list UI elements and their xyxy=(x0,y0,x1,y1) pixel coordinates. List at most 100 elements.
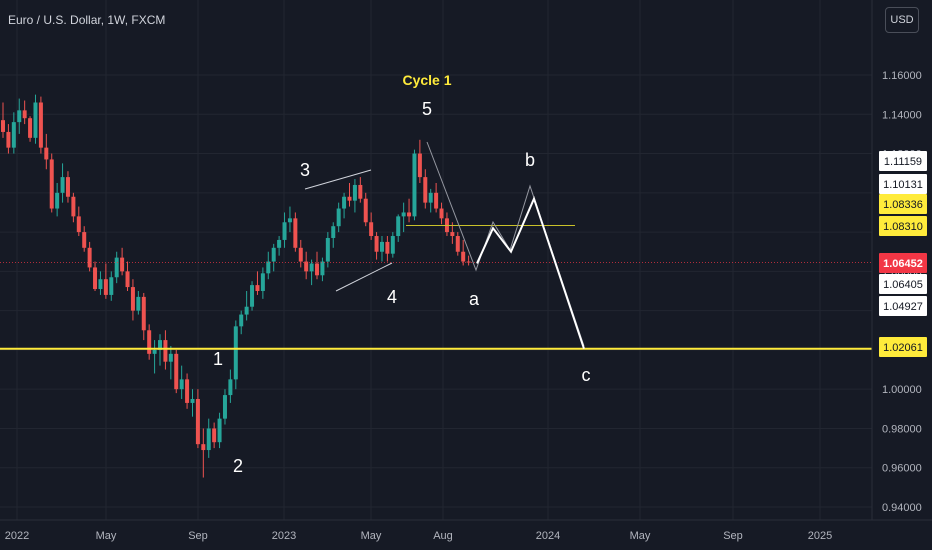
candle[interactable] xyxy=(309,259,314,286)
symbol-title: Euro / U.S. Dollar, 1W, FXCM xyxy=(8,13,165,27)
candle[interactable] xyxy=(428,188,433,213)
candle[interactable] xyxy=(282,212,287,248)
candle[interactable] xyxy=(304,251,309,280)
candle[interactable] xyxy=(136,291,141,315)
candle[interactable] xyxy=(33,94,38,144)
candle[interactable] xyxy=(455,232,460,256)
candle[interactable] xyxy=(369,212,374,240)
candle[interactable] xyxy=(6,124,11,154)
candle[interactable] xyxy=(206,418,211,458)
candle[interactable] xyxy=(65,171,70,203)
candle[interactable] xyxy=(379,236,384,262)
candle[interactable] xyxy=(228,369,233,403)
candle[interactable] xyxy=(82,226,87,252)
candle[interactable] xyxy=(250,281,255,311)
candle[interactable] xyxy=(287,206,292,233)
candle[interactable] xyxy=(222,389,227,425)
candle[interactable] xyxy=(130,279,135,321)
candle[interactable] xyxy=(163,330,168,370)
candle[interactable] xyxy=(1,102,5,138)
candle[interactable] xyxy=(190,389,195,417)
candle[interactable] xyxy=(60,163,65,203)
candle[interactable] xyxy=(271,243,276,272)
candle[interactable] xyxy=(217,412,222,449)
candle[interactable] xyxy=(336,202,341,233)
candle[interactable] xyxy=(158,334,163,366)
candle[interactable] xyxy=(109,271,114,301)
candle[interactable] xyxy=(255,271,260,295)
candle[interactable] xyxy=(22,100,27,125)
candle[interactable] xyxy=(417,139,422,183)
candle[interactable] xyxy=(423,169,428,209)
candle[interactable] xyxy=(396,214,401,242)
candle[interactable] xyxy=(293,212,298,252)
candle[interactable] xyxy=(266,251,271,280)
candle-body xyxy=(260,273,265,291)
annotation-wave-2: 2 xyxy=(233,456,243,476)
candle[interactable] xyxy=(390,232,395,258)
candle[interactable] xyxy=(174,349,179,394)
candle[interactable] xyxy=(407,198,412,223)
candle[interactable] xyxy=(195,389,200,449)
candle[interactable] xyxy=(28,116,33,142)
candle[interactable] xyxy=(147,324,152,360)
horizontal-lines xyxy=(0,224,872,350)
candle[interactable] xyxy=(239,310,244,335)
price-label-text: 1.08310 xyxy=(883,221,923,233)
candle[interactable] xyxy=(87,241,92,272)
candle[interactable] xyxy=(244,291,249,321)
candle[interactable] xyxy=(152,340,157,374)
price-label-text: 1.06452 xyxy=(883,258,923,270)
candle[interactable] xyxy=(233,320,238,390)
candle-body xyxy=(401,212,406,217)
candle[interactable] xyxy=(461,239,466,266)
candle[interactable] xyxy=(55,183,60,217)
candle[interactable] xyxy=(342,192,347,219)
candle[interactable] xyxy=(434,183,439,213)
candle[interactable] xyxy=(125,261,130,291)
candle[interactable] xyxy=(401,202,406,233)
candle[interactable] xyxy=(120,247,125,276)
projection-path[interactable] xyxy=(476,195,585,350)
candle[interactable] xyxy=(11,112,16,154)
candle[interactable] xyxy=(412,149,417,221)
candle[interactable] xyxy=(71,192,76,223)
candle[interactable] xyxy=(168,345,173,380)
candle[interactable] xyxy=(212,422,217,449)
time-axis[interactable]: 2022 May Sep 2023 May Aug 2024 May Sep 2025 xyxy=(5,530,832,542)
candle[interactable] xyxy=(315,251,320,280)
candle-body xyxy=(44,147,49,160)
candle[interactable] xyxy=(17,98,22,134)
candle-body xyxy=(347,196,352,201)
candle[interactable] xyxy=(103,263,108,299)
candle[interactable] xyxy=(201,428,206,478)
candle[interactable] xyxy=(38,96,43,154)
candle[interactable] xyxy=(179,365,184,399)
candle[interactable] xyxy=(44,133,49,170)
candle[interactable] xyxy=(277,236,282,256)
candle[interactable] xyxy=(49,153,54,213)
candle[interactable] xyxy=(325,232,330,268)
candle[interactable] xyxy=(358,177,363,203)
candle-body xyxy=(152,349,157,354)
wave-3-upper-trendline[interactable] xyxy=(304,169,372,190)
candle[interactable] xyxy=(363,192,368,227)
candle[interactable] xyxy=(320,257,325,282)
candle[interactable] xyxy=(114,251,119,284)
candle[interactable] xyxy=(141,292,146,341)
candle[interactable] xyxy=(352,179,357,213)
currency-button[interactable]: USD xyxy=(885,7,919,33)
candle[interactable] xyxy=(439,202,444,225)
candle[interactable] xyxy=(185,373,190,409)
wave-4-lower-trendline[interactable] xyxy=(335,262,393,292)
candle-body xyxy=(49,159,54,209)
candle[interactable] xyxy=(98,271,103,295)
candle[interactable] xyxy=(260,267,265,299)
candle[interactable] xyxy=(331,222,336,248)
candle[interactable] xyxy=(76,206,81,237)
candle[interactable] xyxy=(385,236,390,262)
candle[interactable] xyxy=(374,232,379,260)
candle[interactable] xyxy=(93,261,98,291)
candle[interactable] xyxy=(347,183,352,207)
